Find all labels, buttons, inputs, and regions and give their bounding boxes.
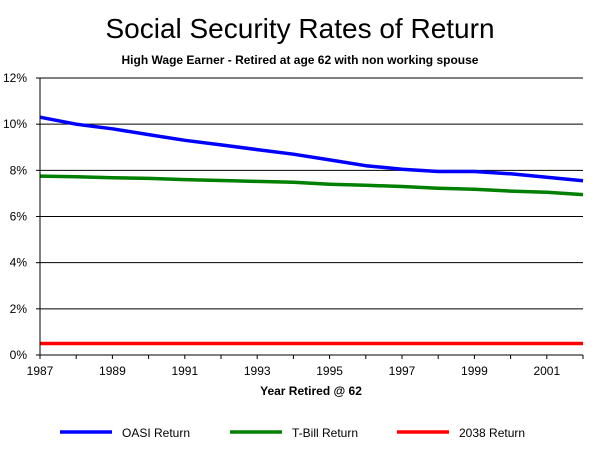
x-axis-label: Year Retired @ 62 <box>260 384 362 398</box>
legend: OASI Return T-Bill Return 2038 Return <box>60 426 525 440</box>
x-tick-label-7: 2001 <box>533 364 560 378</box>
legend-label-1: T-Bill Return <box>292 426 358 440</box>
legend-label-0: OASI Return <box>122 426 190 440</box>
x-tick-label-1: 1989 <box>99 364 126 378</box>
x-tick-label-3: 1993 <box>244 364 271 378</box>
series-line-0 <box>39 115 584 183</box>
y-tick-label-5: 10% <box>3 117 27 131</box>
y-tick-label-1: 2% <box>10 302 28 316</box>
x-tick-label-6: 1999 <box>461 364 488 378</box>
x-tick-label-4: 1995 <box>316 364 343 378</box>
legend-label-2: 2038 Return <box>459 426 525 440</box>
tick-labels: 0% 2% 4% 6% 8% 10% 12% 1987 1989 1991 1993 1995 1997… <box>3 71 561 378</box>
y-tick-label-6: 12% <box>3 71 27 85</box>
series-line-1 <box>39 174 584 197</box>
chart-subtitle: High Wage Earner - Retired at age 62 wit… <box>122 53 479 67</box>
axes <box>36 77 584 359</box>
y-tick-label-4: 8% <box>10 163 28 177</box>
chart-title: Social Security Rates of Return <box>105 13 494 44</box>
x-tick-label-2: 1991 <box>171 364 198 378</box>
series-lines <box>39 115 584 346</box>
y-tick-label-3: 6% <box>10 210 28 224</box>
x-tick-label-5: 1997 <box>389 364 416 378</box>
gridlines <box>40 77 583 310</box>
x-tick-label-0: 1987 <box>27 364 54 378</box>
y-tick-label-2: 4% <box>10 256 28 270</box>
y-tick-label-0: 0% <box>10 348 28 362</box>
